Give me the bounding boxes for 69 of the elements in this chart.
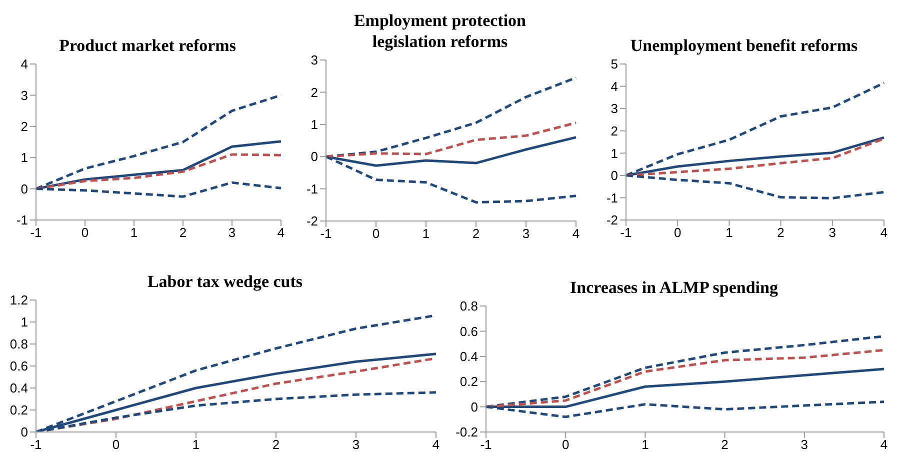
x-tick-label: -1: [30, 437, 42, 452]
x-tick-label: 2: [721, 437, 728, 452]
x-tick-label: 0: [372, 226, 380, 242]
y-tick-label: -1: [306, 181, 318, 196]
chart-title: Increases in ALMP spending: [569, 277, 779, 298]
x-tick-label: 3: [800, 437, 808, 452]
chart-title: Product market reforms: [58, 35, 237, 56]
x-tick-label: 3: [352, 437, 360, 452]
y-tick-label: -0.2: [456, 424, 478, 440]
y-tick-label: 0.6: [460, 324, 478, 339]
y-tick-label: 1: [310, 117, 318, 132]
x-tick-label: 4: [880, 225, 888, 240]
y-tick-label: 1: [20, 314, 28, 330]
line-series: [324, 122, 578, 158]
chart-title: Employment protection legislation reforms: [352, 10, 528, 52]
x-tick-label: 1: [642, 437, 649, 452]
x-tick-label: -1: [480, 437, 492, 452]
y-tick-label: 0: [470, 399, 478, 414]
y-tick-label: 3: [310, 52, 318, 68]
y-tick-label: 0.4: [460, 349, 478, 364]
y-tick-label: 4: [20, 56, 28, 72]
x-tick-label: 0: [674, 225, 682, 240]
x-tick-label: 3: [828, 225, 836, 240]
y-tick-label: -2: [606, 212, 618, 228]
x-tick-label: -1: [320, 226, 332, 242]
y-tick-label: 5: [610, 56, 618, 72]
y-tick-label: 2: [310, 84, 318, 100]
y-tick-label: 0.8: [460, 298, 478, 314]
x-tick-label: 2: [179, 225, 187, 240]
y-tick-label: 2: [20, 119, 28, 134]
y-tick-label: 1.2: [10, 292, 28, 308]
x-tick-label: 2: [272, 437, 280, 452]
x-tick-label: 0: [562, 437, 570, 452]
x-tick-label: 1: [192, 437, 200, 452]
x-tick-label: -1: [620, 225, 632, 240]
y-tick-label: 3: [20, 88, 28, 103]
y-tick-label: 1: [20, 150, 28, 166]
y-tick-label: -1: [606, 190, 618, 206]
y-tick-label: 0: [20, 424, 28, 440]
y-tick-label: 0: [610, 168, 618, 184]
y-tick-label: 0.4: [10, 380, 28, 396]
y-tick-label: -1: [16, 212, 28, 228]
x-tick-label: -1: [30, 225, 42, 240]
y-tick-label: 0.2: [460, 374, 478, 390]
x-tick-label: 1: [726, 225, 733, 240]
x-tick-label: 1: [422, 226, 430, 242]
y-tick-label: 3: [610, 101, 618, 116]
y-tick-label: 4: [610, 78, 618, 94]
chart-title: Labor tax wedge cuts: [146, 271, 304, 292]
x-tick-label: 4: [880, 437, 888, 452]
x-tick-label: 4: [277, 225, 285, 240]
line-series: [484, 348, 886, 408]
y-tick-label: 0.8: [10, 336, 28, 352]
x-tick-label: 0: [112, 437, 120, 452]
chart-title: Unemployment benefit reforms: [629, 35, 859, 56]
y-tick-label: 0.6: [10, 358, 28, 374]
y-tick-label: 0: [20, 181, 28, 196]
x-tick-label: 3: [228, 225, 236, 240]
y-tick-label: 0.2: [10, 402, 28, 418]
x-tick-label: 2: [777, 225, 784, 240]
x-tick-label: 4: [432, 437, 440, 452]
x-tick-label: 3: [522, 226, 530, 242]
y-tick-label: 0: [310, 149, 318, 164]
x-tick-label: 0: [81, 225, 89, 240]
x-tick-label: 1: [130, 225, 138, 240]
y-tick-label: -2: [306, 214, 318, 229]
x-tick-label: 4: [572, 226, 580, 242]
y-tick-label: 2: [610, 123, 618, 138]
y-tick-label: 1: [610, 146, 618, 161]
